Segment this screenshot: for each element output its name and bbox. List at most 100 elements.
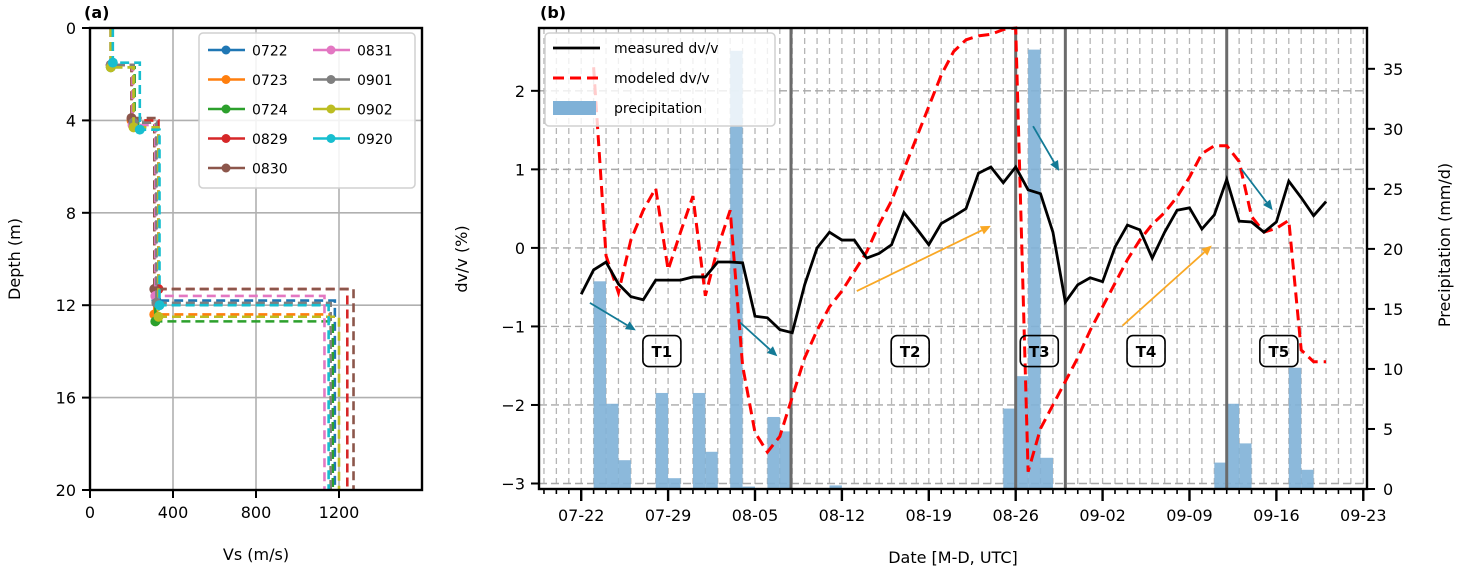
trend-arrow-head — [1050, 160, 1060, 171]
panel-a-velocity-profile: 0 400 800 1200 0 4 8 12 16 20 (a) Vs (m/s) Depth … — [5, 3, 424, 564]
legend-swatch-precipitation — [553, 101, 596, 115]
period-label-box — [1019, 334, 1060, 368]
legend-marker-0830 — [221, 163, 231, 173]
legend-marker-0831 — [326, 45, 336, 55]
x-tick-label: 08-12 — [819, 506, 866, 525]
precipitation-bar — [655, 392, 669, 489]
panel-b-xlabel: Date [M-D, UTC] — [888, 548, 1018, 567]
panel-b-label: (b) — [540, 3, 566, 22]
legend-label-0831: 0831 — [357, 44, 393, 60]
legend-marker-0722 — [221, 45, 231, 55]
legend-label-0724: 0724 — [252, 103, 288, 119]
x-tick-label: 09-23 — [1340, 506, 1387, 525]
profile-marker-0920 — [154, 300, 165, 311]
x-tick-label: 08-19 — [906, 506, 953, 525]
panel-b-dvv-timeseries: T1 T2 T3 T4 T5 07-22 07-29 08-05 08-12 08-19 08-2… — [452, 3, 1454, 567]
x-tick-label: 1200 — [319, 503, 360, 522]
precipitation-bar — [1288, 367, 1302, 489]
trend-arrow-shaft — [1121, 251, 1205, 327]
period-label-box — [1126, 334, 1166, 368]
precipitation-bar — [767, 416, 780, 489]
profile-marker-0920 — [107, 57, 118, 68]
x-tick-label: 800 — [241, 503, 272, 522]
precipitation-bar — [1028, 49, 1041, 489]
trend-arrow-head — [624, 321, 636, 331]
profile-marker-0920 — [134, 124, 145, 135]
y-right-tick-label: 15 — [1383, 300, 1403, 319]
period-label-T3: T3 — [1029, 343, 1050, 361]
x-tick-label: 08-26 — [992, 506, 1039, 525]
precipitation-bar — [668, 478, 681, 489]
precipitation-bar — [606, 403, 619, 489]
y-tick-label: 4 — [66, 111, 76, 130]
trend-arrow-shaft — [1240, 168, 1268, 203]
x-tick-label: 08-05 — [732, 506, 779, 525]
y-right-tick-label: 25 — [1383, 180, 1403, 199]
precipitation-bar — [779, 431, 793, 489]
x-tick-label: 0 — [85, 503, 95, 522]
y-tick-label: −3 — [501, 475, 525, 494]
y-right-tick-label: 35 — [1383, 60, 1403, 79]
panel-a-legend: 0722 0723 0724 0829 0830 0831 0901 0902 0920 — [198, 32, 416, 189]
y-tick-label: 8 — [66, 204, 76, 223]
period-label-T5: T5 — [1269, 343, 1290, 361]
legend-marker-0724 — [221, 104, 231, 114]
trend-arrow-shaft — [1032, 125, 1055, 163]
x-tick-label: 09-16 — [1253, 506, 1300, 525]
panel-b-precipitation-bars — [593, 49, 1314, 489]
legend-marker-0920 — [326, 134, 336, 143]
legend-box — [544, 32, 776, 127]
trend-arrow-shaft — [739, 321, 771, 351]
velocity-profile-0831 — [109, 28, 326, 490]
precipitation-bar — [705, 451, 718, 489]
trend-arrow-head — [1263, 199, 1273, 211]
panel-a-label: (a) — [84, 3, 109, 22]
panel-b-ticks: 07-22 07-29 08-05 08-12 08-19 08-26 09-02 09-09… — [501, 60, 1403, 525]
panel-a-ticks: 0 400 800 1200 0 4 8 12 16 20 — [56, 19, 360, 522]
x-tick-label: 400 — [158, 503, 189, 522]
panel-a-series — [105, 28, 355, 490]
trend-arrow-shaft — [589, 302, 628, 326]
panel-a-xlabel: Vs (m/s) — [223, 545, 289, 564]
y-right-tick-label: 10 — [1383, 360, 1403, 379]
y-right-tick-label: 20 — [1383, 240, 1403, 259]
y-right-tick-label: 30 — [1383, 120, 1403, 139]
x-tick-label: 07-29 — [645, 506, 692, 525]
panel-b-ylabel-right: Precipitation (mm/d) — [1435, 163, 1454, 327]
legend-box — [198, 32, 416, 189]
panel-b-period-boundaries — [789, 28, 1229, 489]
precipitation-bar — [1214, 462, 1227, 489]
panel-b-period-labels: T1 T2 T3 T4 T5 — [642, 334, 1299, 368]
legend-label-0722: 0722 — [252, 44, 288, 60]
y-tick-label: −2 — [501, 396, 525, 415]
period-label-box — [1259, 334, 1299, 368]
precipitation-bar — [593, 281, 607, 489]
y-right-tick-label: 5 — [1383, 420, 1393, 439]
x-tick-label: 07-22 — [558, 506, 605, 525]
legend-marker-0829 — [221, 134, 231, 143]
legend-label: modeled dv/v — [614, 71, 710, 87]
x-tick-label: 09-02 — [1079, 506, 1126, 525]
y-tick-label: 16 — [56, 389, 76, 408]
y-tick-label: 0 — [66, 19, 76, 38]
y-tick-label: −1 — [501, 317, 525, 336]
panel-b-arrows — [589, 125, 1273, 357]
legend-label-0920: 0920 — [357, 132, 393, 148]
y-tick-label: 12 — [56, 296, 76, 315]
legend-label: precipitation — [614, 101, 702, 117]
precipitation-bar — [742, 486, 755, 489]
precipitation-bar — [829, 485, 842, 489]
legend-marker-0723 — [221, 75, 231, 84]
y-tick-label: 20 — [56, 481, 76, 500]
velocity-profile-0901 — [109, 28, 333, 490]
x-tick-label: 09-09 — [1166, 506, 1213, 525]
legend-label-0829: 0829 — [252, 132, 288, 148]
legend-label-0830: 0830 — [252, 162, 288, 178]
y-right-tick-label: 0 — [1383, 480, 1393, 499]
period-label-box — [890, 334, 930, 368]
trend-arrow-head — [979, 225, 991, 235]
precipitation-bar — [1239, 443, 1252, 489]
legend-marker-0902 — [326, 104, 336, 114]
precipitation-bar — [1003, 408, 1016, 489]
